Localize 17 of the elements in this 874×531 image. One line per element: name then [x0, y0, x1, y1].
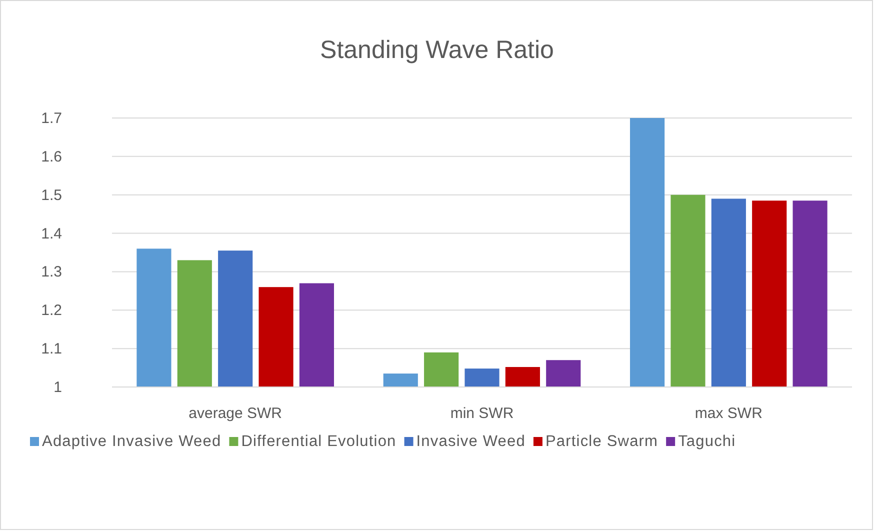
x-tick-label: max SWR [694, 405, 763, 422]
chart-title: Standing Wave Ratio [320, 36, 554, 64]
x-tick-label: average SWR [188, 405, 282, 422]
y-tick-label: 1.5 [41, 186, 62, 204]
legend-label: Invasive Weed [416, 433, 526, 450]
legend-label: Particle Swarm [545, 433, 658, 450]
y-tick-label: 1 [54, 379, 62, 396]
y-tick-label: 1.3 [41, 264, 62, 281]
y-tick-label: 1.2 [41, 302, 62, 320]
y-tick-label: 1.1 [41, 340, 62, 358]
y-tick-label: 1.7 [41, 110, 62, 127]
legend-label: Adaptive Invasive Weed [42, 433, 222, 450]
y-tick-label: 1.4 [41, 225, 62, 242]
legend-label: Taguchi [678, 433, 736, 450]
y-tick-label: 1.6 [41, 148, 62, 166]
legend-label: Differential Evolution [241, 433, 396, 450]
x-tick-label: min SWR [450, 405, 514, 422]
